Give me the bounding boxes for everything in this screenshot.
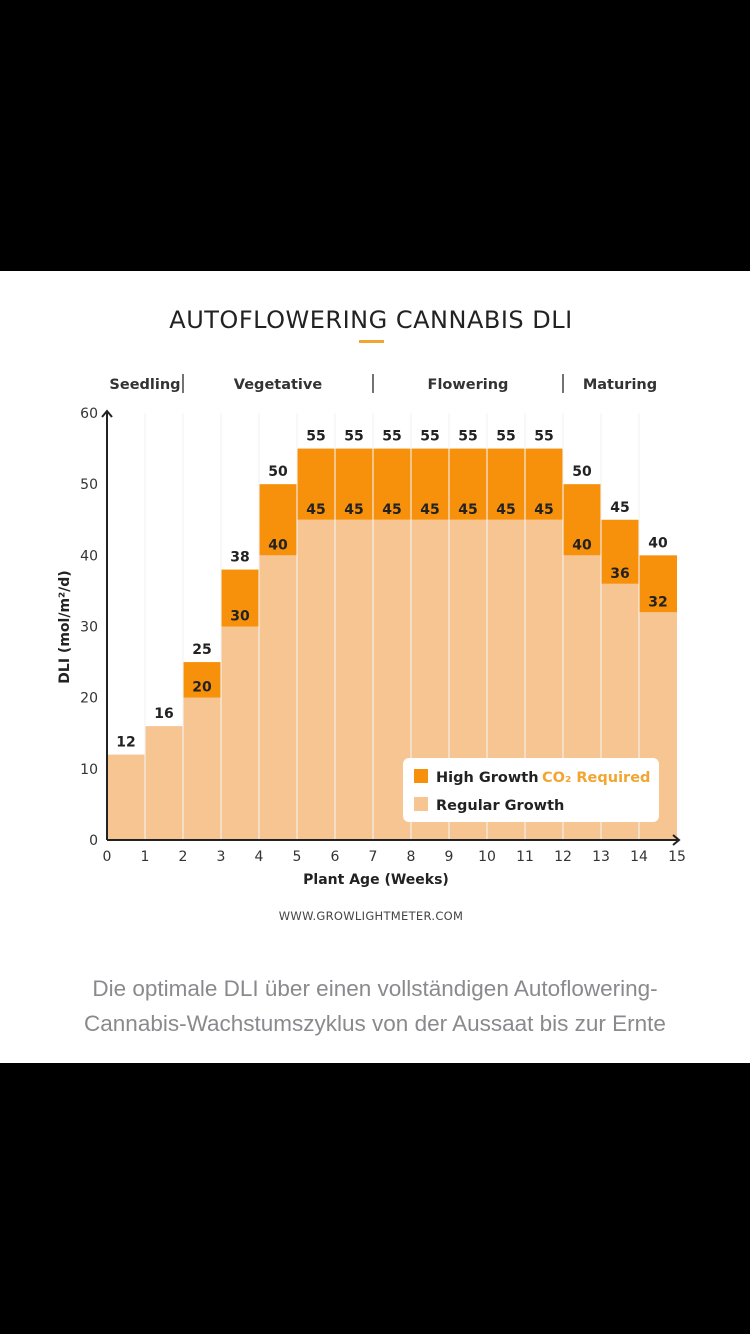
- bar-regular-growth: [259, 555, 297, 840]
- y-tick-label: 40: [80, 548, 98, 564]
- value-label-regular: 45: [344, 502, 363, 518]
- x-tick-label: 15: [668, 849, 686, 865]
- x-tick-label: 3: [217, 849, 226, 865]
- legend: High Growth CO₂ Required Regular Growth: [403, 758, 659, 822]
- value-label-regular: 45: [306, 502, 325, 518]
- axes: [101, 409, 681, 846]
- x-tick-label: 1: [141, 849, 150, 865]
- value-label-regular: 45: [420, 502, 439, 518]
- bar-high-growth: [373, 448, 411, 520]
- value-label-high: 55: [344, 429, 363, 445]
- value-label-regular: 30: [230, 609, 250, 625]
- x-tick-labels: 0 1 2 3 4 5 6 7 8 9 10 11 12 13 14 15: [103, 849, 686, 865]
- phase-label-maturing: Maturing: [583, 377, 657, 393]
- legend-swatch-regular-growth: [414, 797, 428, 811]
- value-label-high: 55: [306, 429, 325, 445]
- legend-co2-required: CO₂ Required: [542, 770, 650, 786]
- bar-regular-growth: [297, 519, 335, 840]
- value-label-high: 45: [610, 500, 629, 516]
- value-label-regular: 40: [572, 537, 592, 553]
- caption-line-2: Cannabis-Wachstumszyklus von der Aussaat…: [84, 1011, 666, 1036]
- bar-high-growth: [297, 448, 335, 520]
- x-axis-label: Plant Age (Weeks): [303, 872, 449, 888]
- bar-regular-growth: [183, 697, 221, 840]
- bar-high-growth: [259, 484, 297, 556]
- y-tick-label: 0: [89, 833, 98, 849]
- value-label-high: 55: [420, 429, 439, 445]
- y-axis-label: DLI (mol/m²/d): [57, 570, 73, 683]
- x-tick-label: 0: [103, 849, 112, 865]
- chart-title: AUTOFLOWERING CANNABIS DLI: [169, 306, 572, 334]
- x-tick-label: 14: [630, 849, 648, 865]
- value-label-high: 55: [382, 429, 401, 445]
- value-label-regular: 32: [648, 594, 667, 610]
- y-tick-label: 10: [80, 762, 98, 778]
- bar-regular-growth: [335, 519, 373, 840]
- phase-label-seedling: Seedling: [109, 377, 180, 393]
- legend-label-regular-growth: Regular Growth: [436, 798, 564, 814]
- x-tick-label: 5: [293, 849, 302, 865]
- phase-label-flowering: Flowering: [428, 377, 509, 393]
- bar-high-growth: [639, 555, 677, 613]
- value-label-high: 40: [648, 535, 668, 551]
- bar-high-growth: [183, 662, 221, 698]
- bar-high-growth: [335, 448, 373, 520]
- value-label-regular: 45: [382, 502, 401, 518]
- bar-high-growth: [449, 448, 487, 520]
- x-tick-label: 10: [478, 849, 496, 865]
- x-tick-label: 2: [179, 849, 188, 865]
- legend-box: [403, 758, 659, 822]
- phase-label-vegetative: Vegetative: [234, 377, 323, 393]
- x-tick-label: 11: [516, 849, 534, 865]
- bar-regular-growth: [221, 626, 259, 840]
- x-tick-label: 9: [445, 849, 454, 865]
- value-label-high: 55: [458, 429, 477, 445]
- value-label-high: 50: [572, 464, 592, 480]
- value-label-regular: 45: [458, 502, 477, 518]
- value-label-high: 12: [116, 735, 135, 751]
- x-tick-label: 7: [369, 849, 378, 865]
- caption: Die optimale DLI über einen vollständige…: [20, 971, 730, 1041]
- y-tick-label: 30: [80, 620, 98, 636]
- bar-high-growth: [487, 448, 525, 520]
- bar-high-growth: [221, 569, 259, 627]
- chart-card: AUTOFLOWERING CANNABIS DLI Seedling Veget…: [0, 271, 750, 1063]
- x-tick-label: 13: [592, 849, 610, 865]
- bar-high-growth: [411, 448, 449, 520]
- x-axis-arrow-icon: [672, 834, 681, 846]
- value-label-regular: 36: [610, 566, 629, 582]
- value-label-high: 25: [192, 642, 211, 658]
- value-label-regular: 45: [534, 502, 553, 518]
- title-underline: [359, 340, 384, 343]
- bar-regular-growth: [107, 754, 145, 840]
- value-label-high: 16: [154, 706, 173, 722]
- y-axis-arrow-icon: [101, 409, 113, 418]
- bar-high-growth: [601, 519, 639, 584]
- x-tick-label: 8: [407, 849, 416, 865]
- legend-label-high-growth: High Growth: [436, 770, 539, 786]
- x-tick-label: 4: [255, 849, 264, 865]
- bar-high-growth: [563, 484, 601, 556]
- x-tick-label: 6: [331, 849, 340, 865]
- value-label-regular: 45: [496, 502, 515, 518]
- value-labels: 12 16 20 25 30 38 40 50 45 55 45 55 45 55 45 55 45 55 45 55…: [116, 429, 668, 751]
- value-label-regular: 20: [192, 680, 212, 696]
- phase-labels: Seedling Vegetative Flowering Maturing: [109, 374, 657, 393]
- dli-chart: AUTOFLOWERING CANNABIS DLI Seedling Veget…: [57, 306, 686, 923]
- y-tick-label: 20: [80, 691, 98, 707]
- y-tick-label: 60: [80, 406, 98, 422]
- y-tick-label: 50: [80, 477, 98, 493]
- value-label-high: 50: [268, 464, 288, 480]
- bar-high-growth: [525, 448, 563, 520]
- legend-swatch-high-growth: [414, 769, 428, 783]
- bar-regular-growth: [145, 726, 183, 840]
- value-label-high: 55: [496, 429, 515, 445]
- caption-line-1: Die optimale DLI über einen vollständige…: [92, 976, 658, 1001]
- value-label-regular: 40: [268, 537, 288, 553]
- y-tick-labels: 0 10 20 30 40 50 60: [80, 406, 98, 849]
- value-label-high: 38: [230, 550, 249, 566]
- x-tick-label: 12: [554, 849, 572, 865]
- value-label-high: 55: [534, 429, 553, 445]
- source-url: WWW.GROWLIGHTMETER.COM: [279, 909, 463, 923]
